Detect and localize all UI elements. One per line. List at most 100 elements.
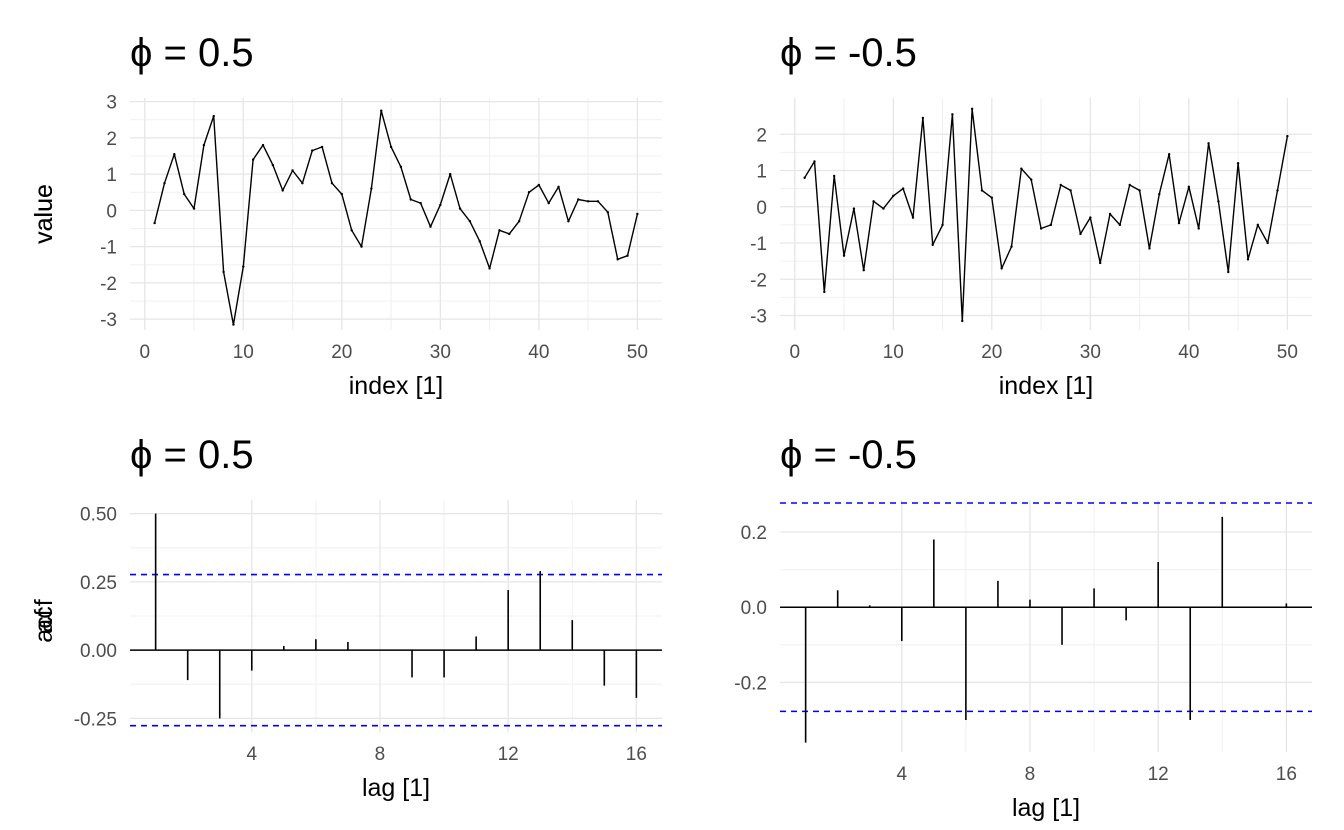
data-point (1246, 258, 1250, 261)
x-tick-label: 30 (430, 342, 451, 363)
y-tick-label: -1 (100, 238, 117, 259)
data-point (389, 145, 393, 149)
data-point (488, 267, 491, 270)
data-point (803, 176, 806, 179)
y-tick-label: -3 (100, 310, 117, 331)
data-point (1207, 142, 1210, 145)
data-point (577, 198, 580, 201)
data-point (941, 223, 944, 227)
x-tick-label: 0 (789, 342, 800, 363)
y-tick-label: -3 (750, 307, 767, 328)
panel-acf-positive: ϕ = 0.5 4 8 12 16 -0.25 0.00 0.25 0.50 lag [1] ac… (30, 433, 662, 802)
data-point (468, 220, 472, 223)
data-point (961, 319, 964, 323)
data-point (626, 254, 629, 257)
panel-acf-positive-plot: 4 8 12 16 -0.25 0.00 0.25 0.50 lag [1] acf (30, 500, 662, 802)
data-point (931, 243, 934, 247)
data-point (901, 187, 905, 190)
y-axis-label: acf (30, 609, 58, 642)
y-tick-label: 2 (756, 125, 767, 146)
y-axis-label: value (30, 184, 58, 244)
data-point (990, 196, 994, 199)
data-point (921, 116, 925, 120)
data-point (1108, 212, 1112, 216)
y-tick-label: -0.25 (74, 709, 117, 730)
panel-ar-positive-plot: 0 10 20 30 40 50 -3 -2 -1 0 1 2 3 index [1] value (30, 93, 662, 400)
data-point (892, 194, 895, 198)
data-point (527, 191, 531, 194)
x-axis-label: lag [1] (1012, 794, 1080, 822)
data-point (1000, 267, 1003, 270)
panel-ar-positive: ϕ = 0.5 0 10 20 30 40 50 -3 -2 -1 0 1 2 3 index [1] va… (30, 31, 662, 400)
x-tick-label: 30 (1080, 342, 1101, 363)
x-tick-label: 16 (1276, 764, 1297, 785)
panel-acf-negative: ϕ = -0.5 4 8 12 16 -0.2 0.0 0.2 lag [1] acf (30, 433, 1312, 822)
data-point (1010, 245, 1013, 248)
data-point (350, 229, 353, 232)
y-tick-label: 0 (756, 198, 767, 219)
data-point (153, 221, 156, 225)
data-point (1049, 223, 1053, 227)
y-tick-label: -2 (750, 270, 767, 291)
x-tick-label: 8 (375, 744, 386, 765)
data-point (478, 239, 481, 243)
data-point (1030, 178, 1033, 181)
data-point (212, 114, 215, 118)
data-point (242, 265, 245, 268)
data-point (1276, 189, 1279, 192)
data-point (1089, 216, 1092, 219)
data-point (370, 187, 373, 190)
data-point (1148, 247, 1151, 250)
data-point (567, 220, 570, 223)
data-point (616, 258, 619, 261)
series-line (153, 109, 639, 326)
panel-ar-negative-title: ϕ = -0.5 (780, 31, 917, 75)
data-point (862, 268, 865, 272)
x-tick-label: 4 (896, 764, 907, 785)
data-point (251, 158, 255, 161)
data-point (832, 174, 836, 178)
y-tick-label: 0.50 (80, 505, 117, 526)
x-axis-label: index [1] (999, 372, 1094, 400)
data-point (173, 152, 176, 156)
y-axis-label: value (30, 184, 58, 244)
data-point (163, 181, 166, 185)
data-point (1069, 189, 1072, 192)
x-axis-label: lag [1] (362, 774, 430, 802)
panel-acf-negative-title: ϕ = -0.5 (780, 433, 917, 477)
data-point (271, 163, 275, 167)
data-point (232, 323, 235, 326)
data-point (380, 109, 383, 112)
data-point (301, 181, 304, 185)
x-tick-label: 0 (139, 342, 150, 363)
data-point (872, 200, 875, 203)
data-point (439, 203, 442, 207)
x-tick-label: 4 (246, 744, 257, 765)
x-tick-label: 50 (627, 342, 648, 363)
data-point (1197, 227, 1200, 230)
x-tick-label: 20 (981, 342, 1002, 363)
y-tick-label: 1 (756, 162, 767, 183)
data-point (1167, 152, 1171, 156)
data-point (1118, 223, 1122, 227)
data-point (1138, 189, 1141, 192)
panel-acf-positive-title: ϕ = 0.5 (130, 433, 254, 477)
data-point (823, 290, 826, 294)
y-tick-label: 0.0 (741, 598, 767, 619)
y-tick-label: 0 (106, 201, 117, 222)
y-tick-label: 0.25 (80, 573, 117, 594)
y-axis-label: acf (30, 599, 58, 632)
y-tick-label: 1 (106, 165, 117, 186)
x-tick-label: 20 (331, 342, 352, 363)
y-tick-label: -0.2 (734, 673, 767, 694)
data-point (458, 207, 462, 210)
data-point (596, 200, 600, 203)
data-point (586, 200, 590, 203)
x-tick-label: 10 (883, 342, 904, 363)
data-point (1177, 221, 1181, 225)
x-tick-label: 40 (528, 342, 549, 363)
data-point (429, 225, 432, 228)
data-point (192, 207, 196, 210)
data-point (1236, 162, 1240, 165)
